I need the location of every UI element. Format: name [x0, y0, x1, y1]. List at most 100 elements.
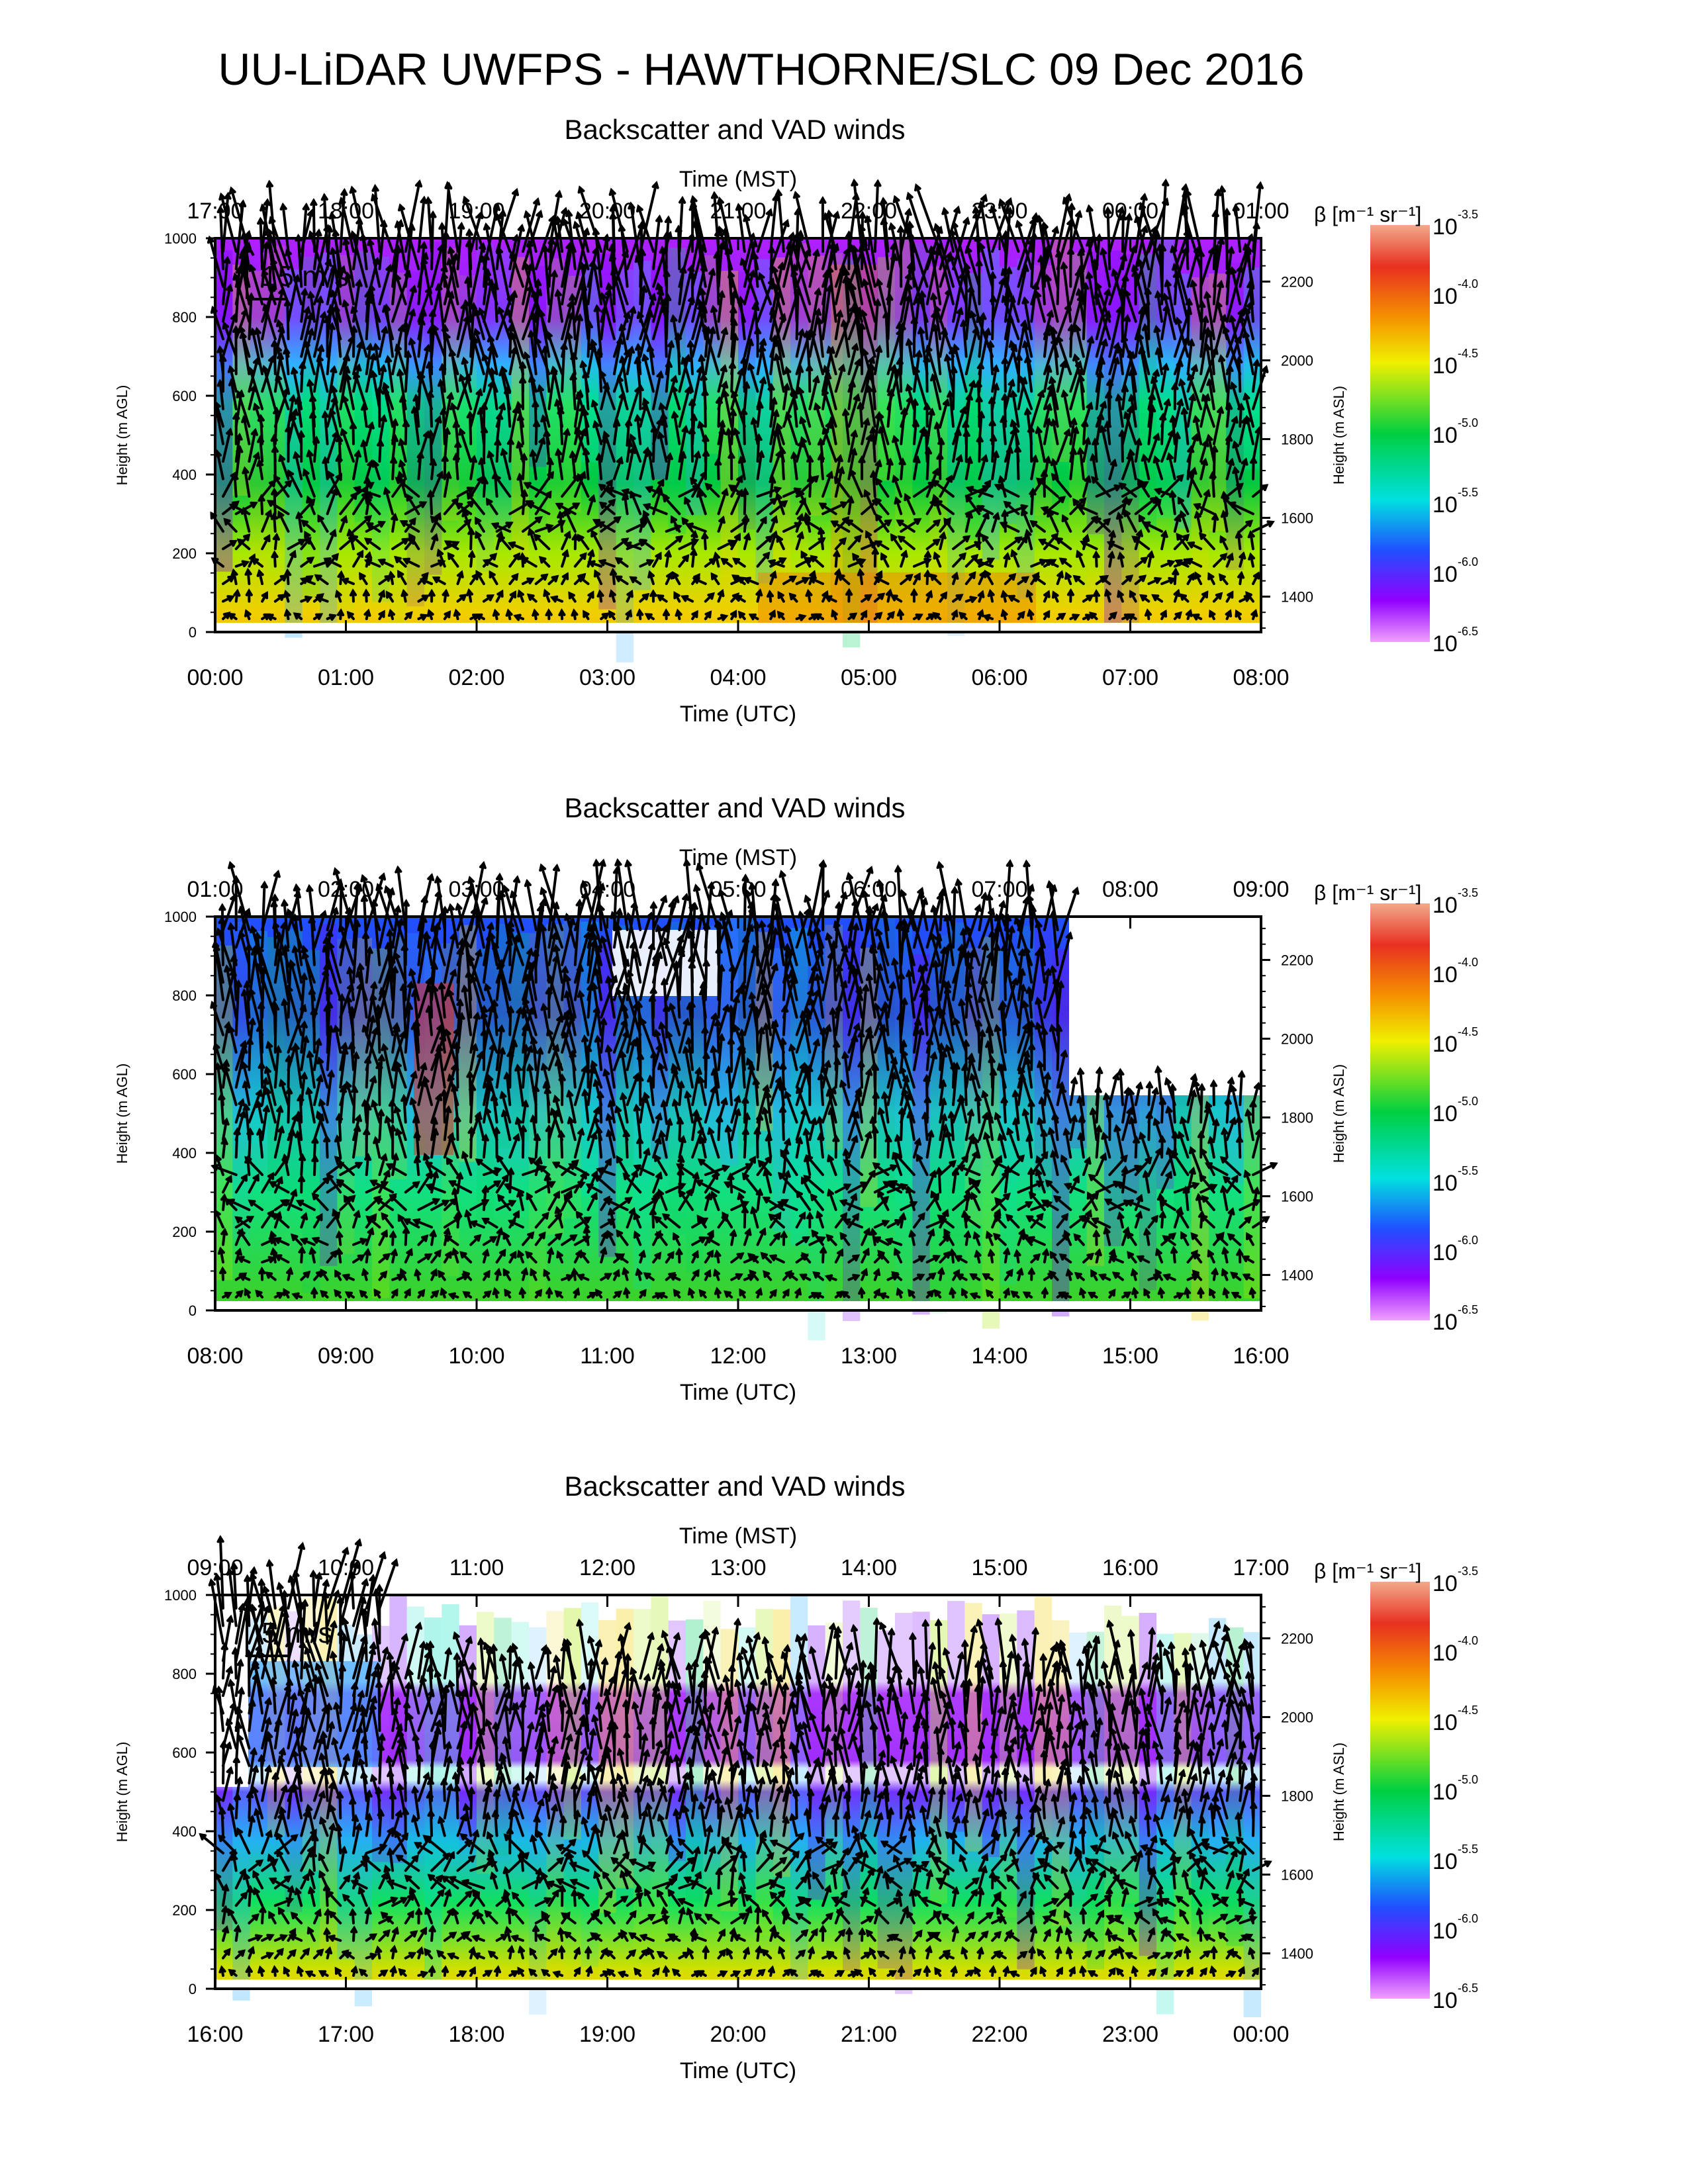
wind-vector-head: [340, 188, 348, 197]
wind-vector: [495, 522, 513, 533]
wind-vector-head: [458, 427, 465, 436]
wind-vector-head: [796, 512, 804, 522]
wind-vector-head: [320, 193, 328, 201]
wind-vector-head: [962, 216, 970, 225]
wind-vector: [635, 255, 655, 306]
wind-vector-head: [388, 608, 395, 617]
wind-vector-head: [675, 535, 684, 543]
wind-vector-head: [382, 381, 389, 390]
wind-vector-head: [273, 475, 281, 483]
wind-vector: [991, 512, 999, 533]
wind-vector: [730, 490, 743, 516]
wind-vector-head: [371, 459, 379, 468]
wind-vector-head: [811, 475, 820, 483]
wind-vector: [1045, 275, 1059, 323]
wind-vector-head: [1034, 290, 1042, 298]
wind-vector: [326, 366, 336, 410]
wind-vector: [690, 477, 707, 498]
wind-vector-head: [915, 614, 923, 621]
wind-vector-head: [298, 539, 306, 546]
wind-vector-head: [477, 406, 485, 415]
wind-vector-head: [271, 487, 279, 496]
wind-vector: [743, 382, 749, 410]
wind-vector-head: [1247, 529, 1255, 539]
wind-vector: [970, 311, 981, 341]
wind-vector: [1173, 263, 1190, 323]
wind-vector: [330, 408, 342, 445]
colorbar-tick-exponent: -6.0: [1458, 555, 1478, 569]
wind-vector: [1082, 283, 1088, 341]
wind-vector-head: [1076, 504, 1085, 512]
wind-vector: [419, 372, 434, 410]
wind-vector-head: [301, 287, 308, 296]
wind-vector-head: [713, 551, 720, 560]
wind-vector-head: [875, 344, 883, 353]
wind-vector: [530, 375, 538, 410]
wind-vector-head: [251, 557, 259, 565]
wind-vector-head: [701, 531, 709, 539]
wind-vector-head: [1060, 261, 1068, 269]
wind-vector-head: [1123, 314, 1131, 322]
wind-vector: [1180, 379, 1190, 410]
wind-vector-head: [310, 198, 318, 206]
wind-vector-head: [1162, 293, 1170, 301]
wind-vector: [287, 470, 303, 498]
wind-vector: [730, 334, 737, 375]
wind-vector-head: [218, 192, 226, 201]
wind-vector: [324, 411, 329, 445]
wind-vector: [471, 336, 485, 375]
wind-vector: [678, 233, 694, 288]
wind-vector-head: [655, 282, 663, 291]
right-tick-label: 1800: [1281, 431, 1313, 447]
wind-vector-head: [1064, 428, 1071, 437]
wind-vector-head: [1001, 392, 1009, 401]
wind-vector: [925, 469, 939, 498]
wind-vector-head: [1115, 393, 1123, 402]
wind-vector-head: [1104, 588, 1111, 597]
wind-vector: [404, 351, 410, 393]
top-tick-label: 17:00: [187, 199, 243, 224]
wind-vector: [1091, 477, 1111, 498]
wind-vector: [665, 453, 672, 480]
wind-vector: [508, 325, 512, 358]
wind-vector-head: [1192, 414, 1200, 424]
wind-vector-head: [444, 540, 453, 547]
wind-vector: [352, 341, 363, 375]
wind-vector: [306, 496, 316, 516]
wind-vector-head: [657, 478, 665, 487]
wind-vector-head: [1107, 550, 1115, 559]
wind-vector-head: [444, 471, 452, 479]
wind-vector-head: [257, 216, 265, 225]
wind-vector-head: [1113, 484, 1122, 492]
wind-vector-head: [342, 298, 350, 308]
wind-vector-head: [299, 576, 308, 584]
wind-vector: [912, 427, 925, 463]
wind-vector: [1095, 234, 1101, 271]
wind-vector: [586, 550, 594, 568]
wind-vector-head: [1152, 455, 1160, 464]
wind-vector-head: [748, 269, 756, 278]
wind-vector-head: [821, 590, 829, 599]
wind-vector-head: [840, 318, 848, 328]
wind-vector-head: [424, 196, 432, 205]
wind-vector-head: [982, 614, 991, 621]
wind-vector: [592, 400, 603, 428]
wind-vector-head: [243, 533, 251, 541]
wind-vector-head: [1106, 541, 1115, 548]
wind-vector-head: [505, 608, 513, 617]
wind-vector: [1074, 354, 1085, 393]
wind-vector: [466, 492, 485, 516]
wind-vector: [834, 248, 850, 288]
wind-vector-head: [1128, 393, 1136, 402]
wind-vector-head: [1229, 381, 1237, 390]
bottom-tick-label: 07:00: [1102, 665, 1158, 690]
wind-vector-head: [737, 610, 745, 619]
wind-vector: [639, 182, 658, 253]
wind-vector-head: [263, 533, 271, 543]
wind-vector-head: [717, 225, 725, 234]
wind-vector: [1186, 339, 1194, 375]
wind-vector-head: [1176, 398, 1184, 406]
wind-vector-head: [810, 555, 818, 563]
wind-vector: [1209, 330, 1215, 375]
wind-vector: [362, 440, 368, 463]
